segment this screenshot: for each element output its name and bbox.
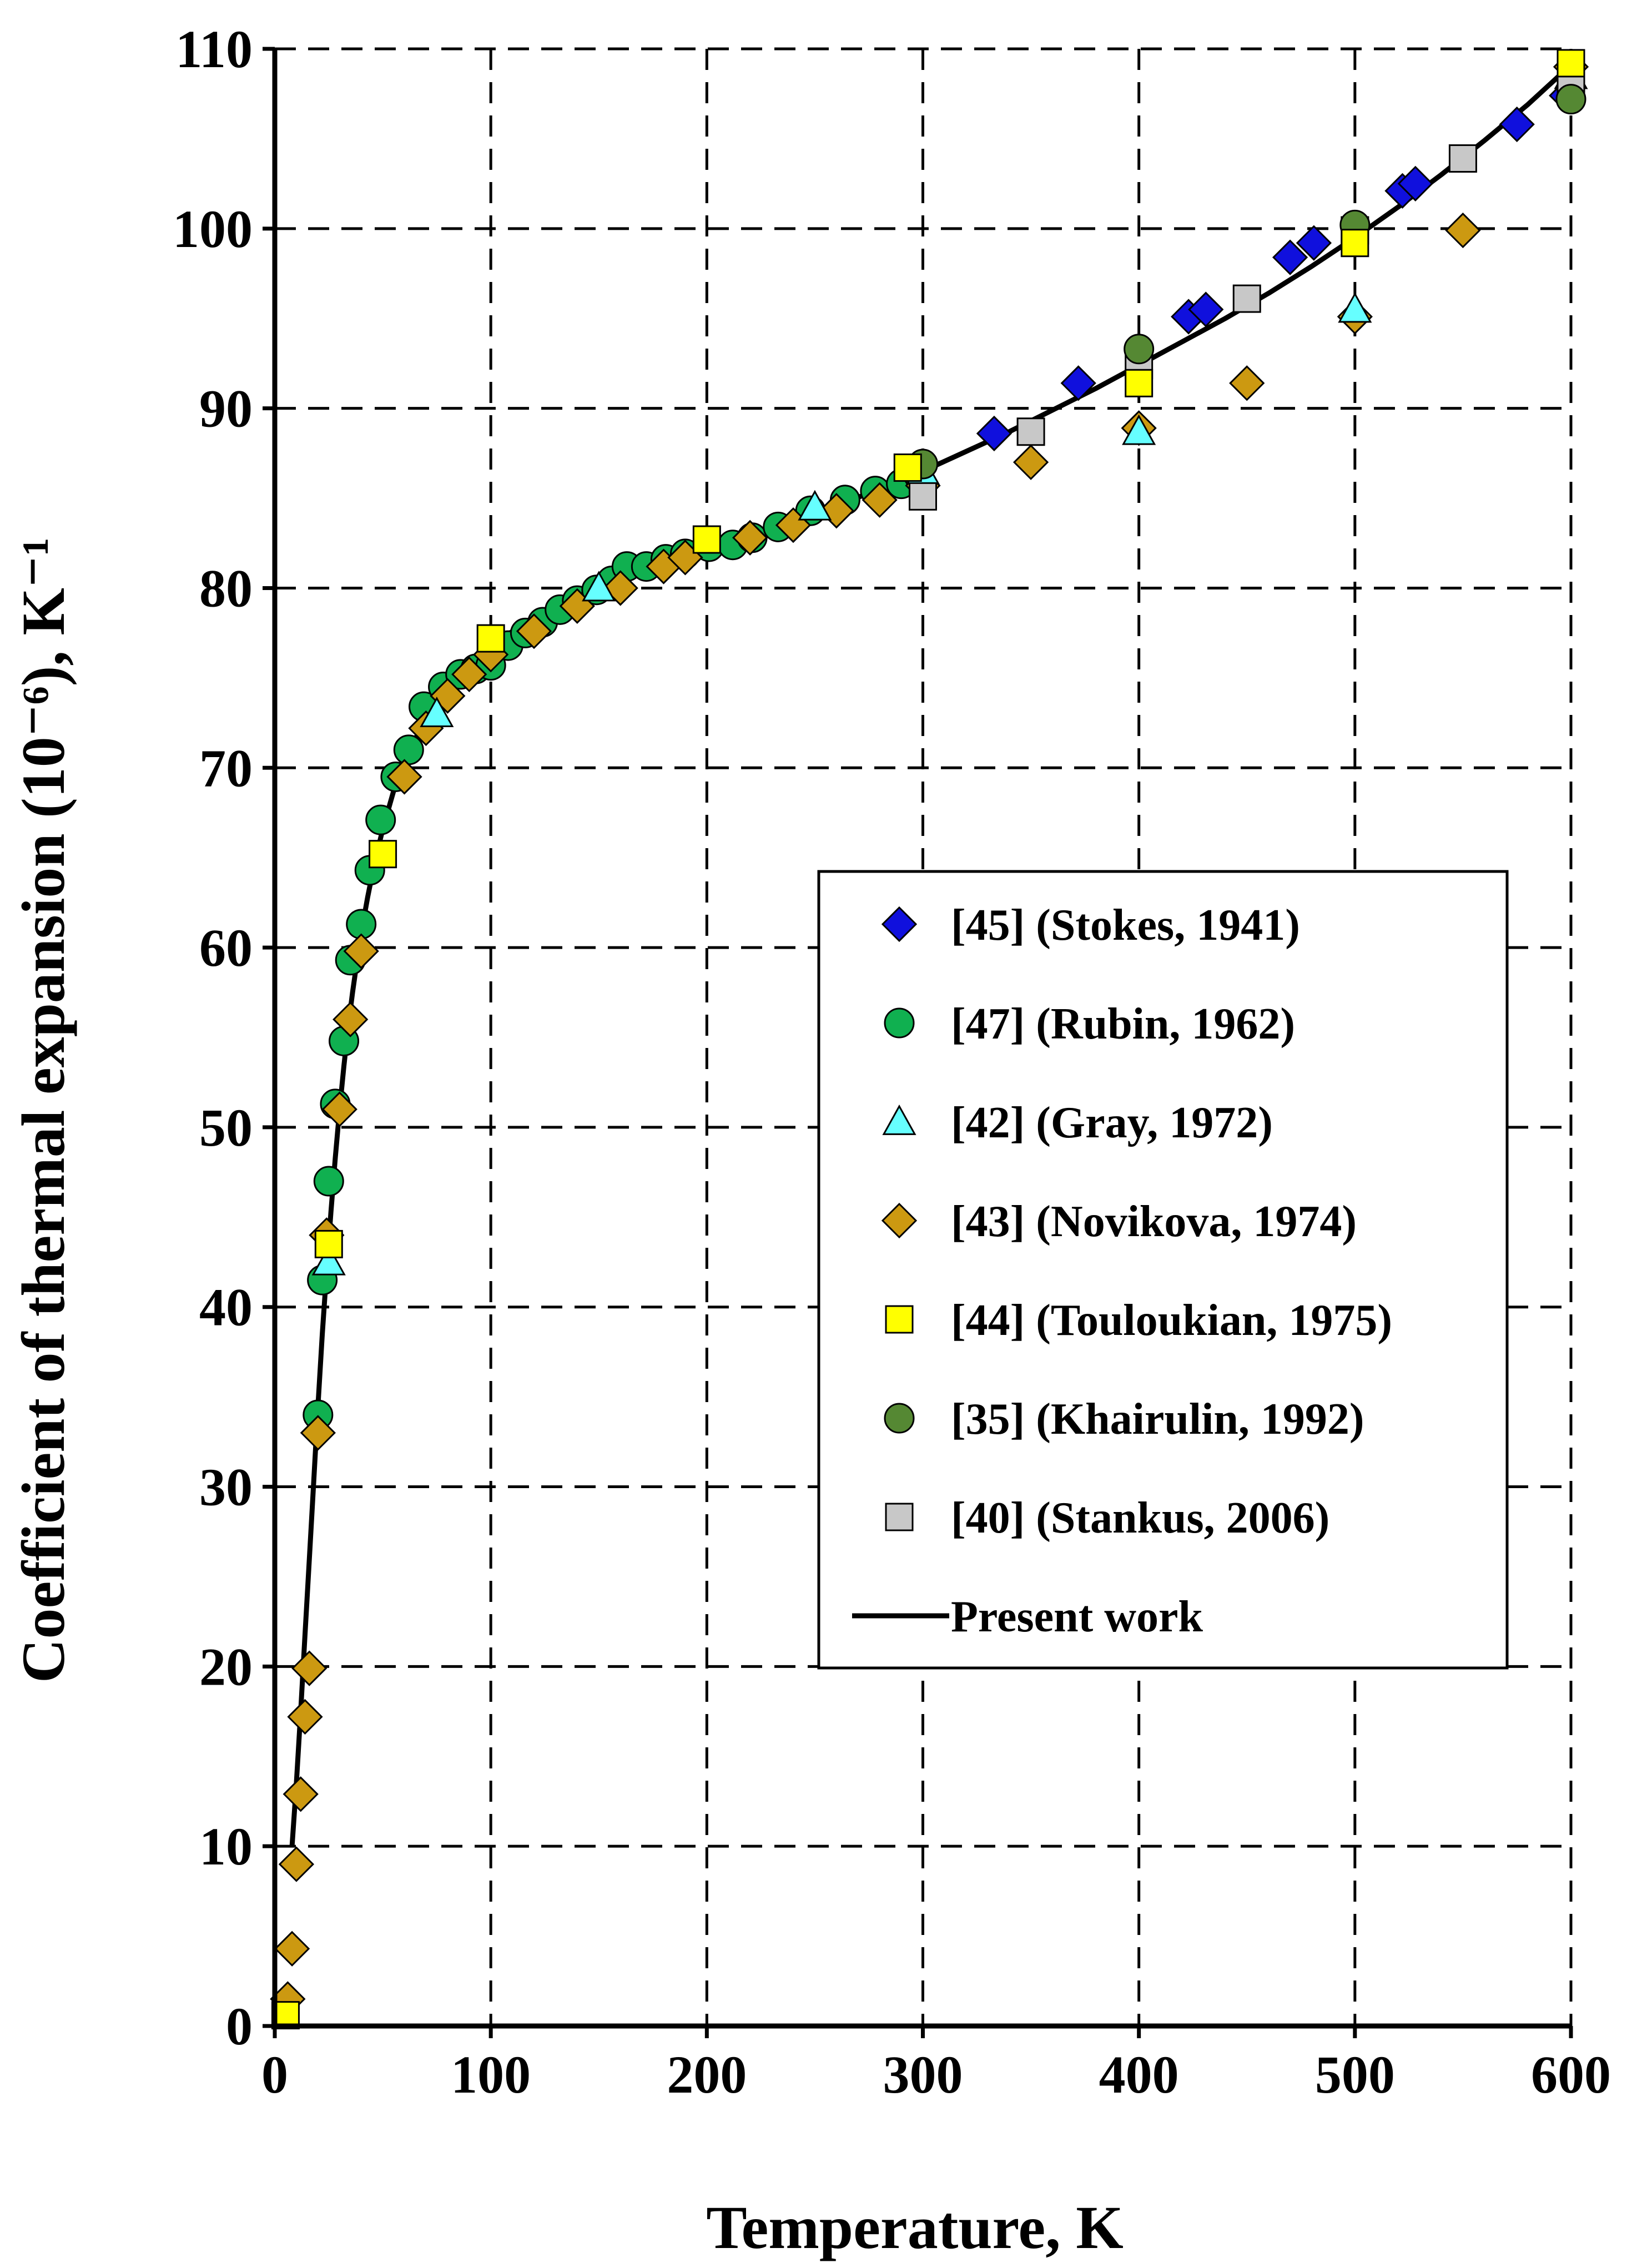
data-point [333,1001,369,1037]
data-point [1499,106,1535,143]
x-tick-label: 0 [261,2045,288,2104]
data-point [386,759,422,795]
data-point [1272,239,1308,275]
y-tick-label: 30 [199,1458,253,1517]
y-tick-label: 10 [199,1817,253,1876]
data-point [976,415,1013,452]
x-tick-label: 300 [883,2045,963,2104]
data-point [862,482,898,518]
legend-marker [881,1202,918,1239]
y-tick-label: 110 [175,19,253,79]
legend-label: [43] (Novikova, 1974) [951,1197,1357,1246]
data-point [274,1931,310,1967]
x-tick-label: 400 [1099,2045,1179,2104]
data-point [283,1776,319,1812]
data-point [278,1846,315,1882]
data-point [732,520,768,556]
data-point [1125,369,1154,397]
marker-layer [270,49,1589,2030]
data-point [1397,165,1433,201]
data-point [313,1166,344,1197]
legend-marker [884,1403,915,1434]
data-point [1296,225,1332,261]
legend-label: [42] (Gray, 1972) [951,1098,1273,1147]
data-point [1229,365,1265,401]
x-tick-label: 500 [1315,2045,1395,2104]
tick-labels: 0 10 20 30 40 50 60 70 80 90 100 110 0 100 200 300 400 50… [173,19,1611,2104]
legend-marker [882,1104,916,1135]
data-point [1555,84,1586,115]
data-point [1557,49,1585,78]
y-tick-label: 80 [199,558,253,618]
legend-label: Present work [951,1592,1203,1641]
legend-marker [881,906,918,943]
data-point [1060,365,1096,401]
data-point [476,624,505,653]
x-axis-title: Temperature, K [706,2194,1124,2261]
legend: [45] (Stokes, 1941) [47] (Rubin, 1962) [42… [817,870,1509,1670]
data-point [1341,229,1369,258]
y-tick-label: 60 [199,918,253,977]
data-point [369,840,397,869]
data-point [451,656,487,693]
y-tick-label: 40 [199,1278,253,1337]
legend-marker [885,1305,914,1334]
legend-label: [47] (Rubin, 1962) [951,1000,1295,1049]
data-point [1124,334,1155,365]
y-tick-label: 100 [173,199,253,259]
data-point [393,734,424,765]
data-point [1013,444,1049,480]
data-point [893,453,922,482]
x-tick-label: 200 [667,2045,747,2104]
data-point [516,613,552,649]
data-point [1338,292,1372,323]
data-point [287,1699,323,1735]
y-tick-label: 90 [199,379,253,439]
data-point [321,1091,357,1127]
data-point [1445,212,1481,249]
y-tick-label: 50 [199,1098,253,1157]
axes [263,47,1573,2038]
y-tick-label: 70 [199,738,253,798]
data-point [365,804,396,835]
data-point [1122,414,1156,445]
legend-marker [885,1503,914,1531]
legend-box [817,870,1509,1670]
data-point [420,697,454,728]
y-tick-label: 0 [226,1997,253,2056]
legend-label: [45] (Stokes, 1941) [951,901,1300,950]
data-point [1448,144,1477,173]
x-tick-label: 100 [451,2045,531,2104]
data-point [1232,284,1261,313]
data-point [311,1244,346,1276]
y-tick-label: 20 [199,1637,253,1696]
data-point [1016,417,1045,446]
x-tick-label: 600 [1531,2045,1611,2104]
data-point [291,1650,328,1686]
data-point [300,1415,336,1451]
series-4 [271,49,1585,2030]
legend-label: [44] (Touloukian, 1975) [951,1296,1392,1345]
data-point [1188,291,1224,327]
y-axis-title: Coefficient of thermal expansion (10⁻⁶),… [9,537,77,1683]
data-point [909,482,937,511]
data-point [314,1229,343,1258]
legend-marker [884,1007,915,1039]
legend-label: [35] (Khairulin, 1992) [951,1395,1364,1444]
data-point [582,571,616,602]
data-point [692,525,721,554]
data-point [343,933,379,969]
data-point [798,490,832,521]
legend-label: [40] (Stankus, 2006) [951,1494,1329,1543]
